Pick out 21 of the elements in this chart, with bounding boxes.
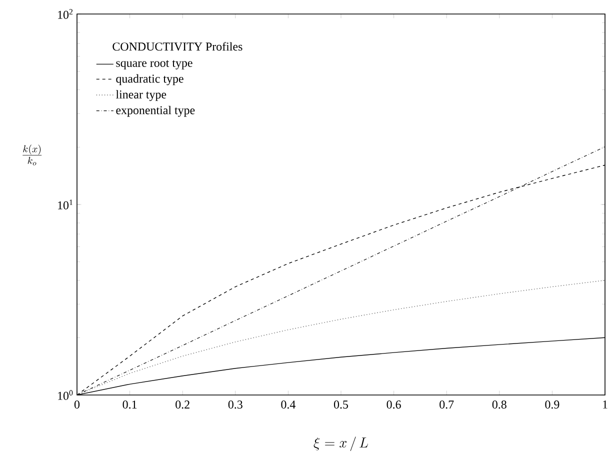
x-tick-label: 0.4 <box>281 400 296 409</box>
x-tick-label: 0.8 <box>492 400 506 409</box>
y-axis-title: $\frac{k(x)}{k_o}$ <box>22 144 42 166</box>
y-tick-label: 10$^{0}$ <box>58 390 73 400</box>
legend-title: CONDUCTIVITY Profiles <box>112 42 242 51</box>
legend-label: exponential type <box>116 106 195 117</box>
x-tick-label: 0 <box>74 400 80 409</box>
legend-label: linear type <box>116 90 166 101</box>
x-tick-label: 0.5 <box>334 400 348 409</box>
x-tick-label: 0.7 <box>440 400 454 409</box>
x-axis-title: $\xi = x\,/\,L$ <box>314 436 368 451</box>
legend-label: quadratic type <box>116 74 184 86</box>
x-tick-label: 0.1 <box>122 400 137 409</box>
y-tick-label: 10$^{2}$ <box>58 9 73 19</box>
y-tick-label: 10$^{1}$ <box>58 200 72 210</box>
x-tick-label: 0.6 <box>386 400 401 409</box>
x-tick-label: 1 <box>603 400 608 408</box>
x-tick-label: 0.3 <box>228 400 242 409</box>
legend-label: square root type <box>116 60 192 70</box>
x-tick-label: 0.9 <box>545 400 560 409</box>
x-tick-label: 0.2 <box>176 400 190 409</box>
